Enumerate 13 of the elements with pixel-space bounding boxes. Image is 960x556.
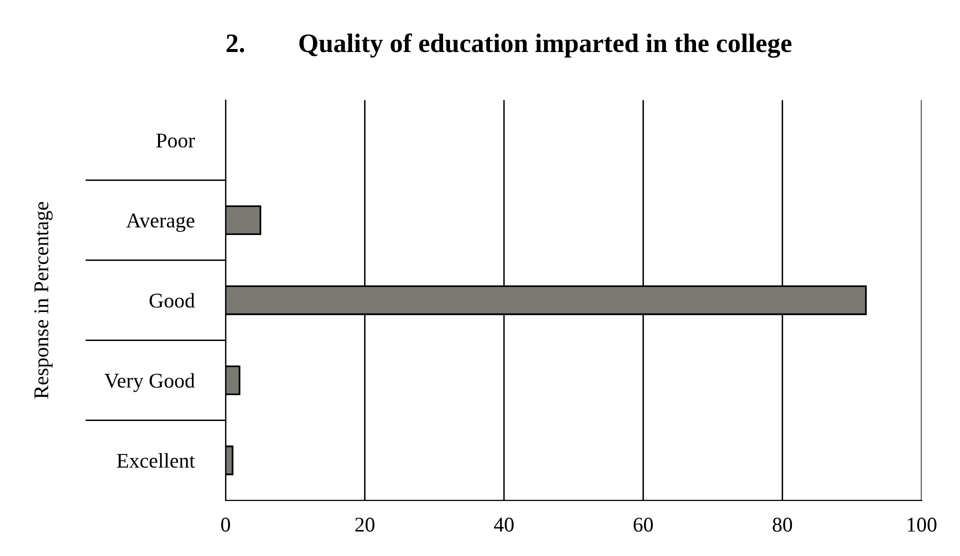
- x-tick-label: 0: [221, 518, 230, 532]
- x-tick-label: 40: [494, 518, 514, 532]
- y-axis-title: Response in Percentage: [34, 202, 53, 399]
- y-tick-label: Excellent: [116, 453, 195, 468]
- y-tick-label: Average: [126, 214, 194, 232]
- y-tick-label: Very Good: [104, 373, 195, 392]
- x-tick-label: 80: [772, 518, 792, 532]
- chart-title: 2. Quality of education imparted in the college: [226, 33, 792, 58]
- y-tick-label: Good: [150, 293, 195, 308]
- y-tick-label: Poor: [156, 134, 195, 148]
- x-tick-label: 100: [908, 518, 936, 532]
- x-tick-label: 20: [355, 518, 374, 532]
- x-tick-label: 60: [634, 518, 653, 532]
